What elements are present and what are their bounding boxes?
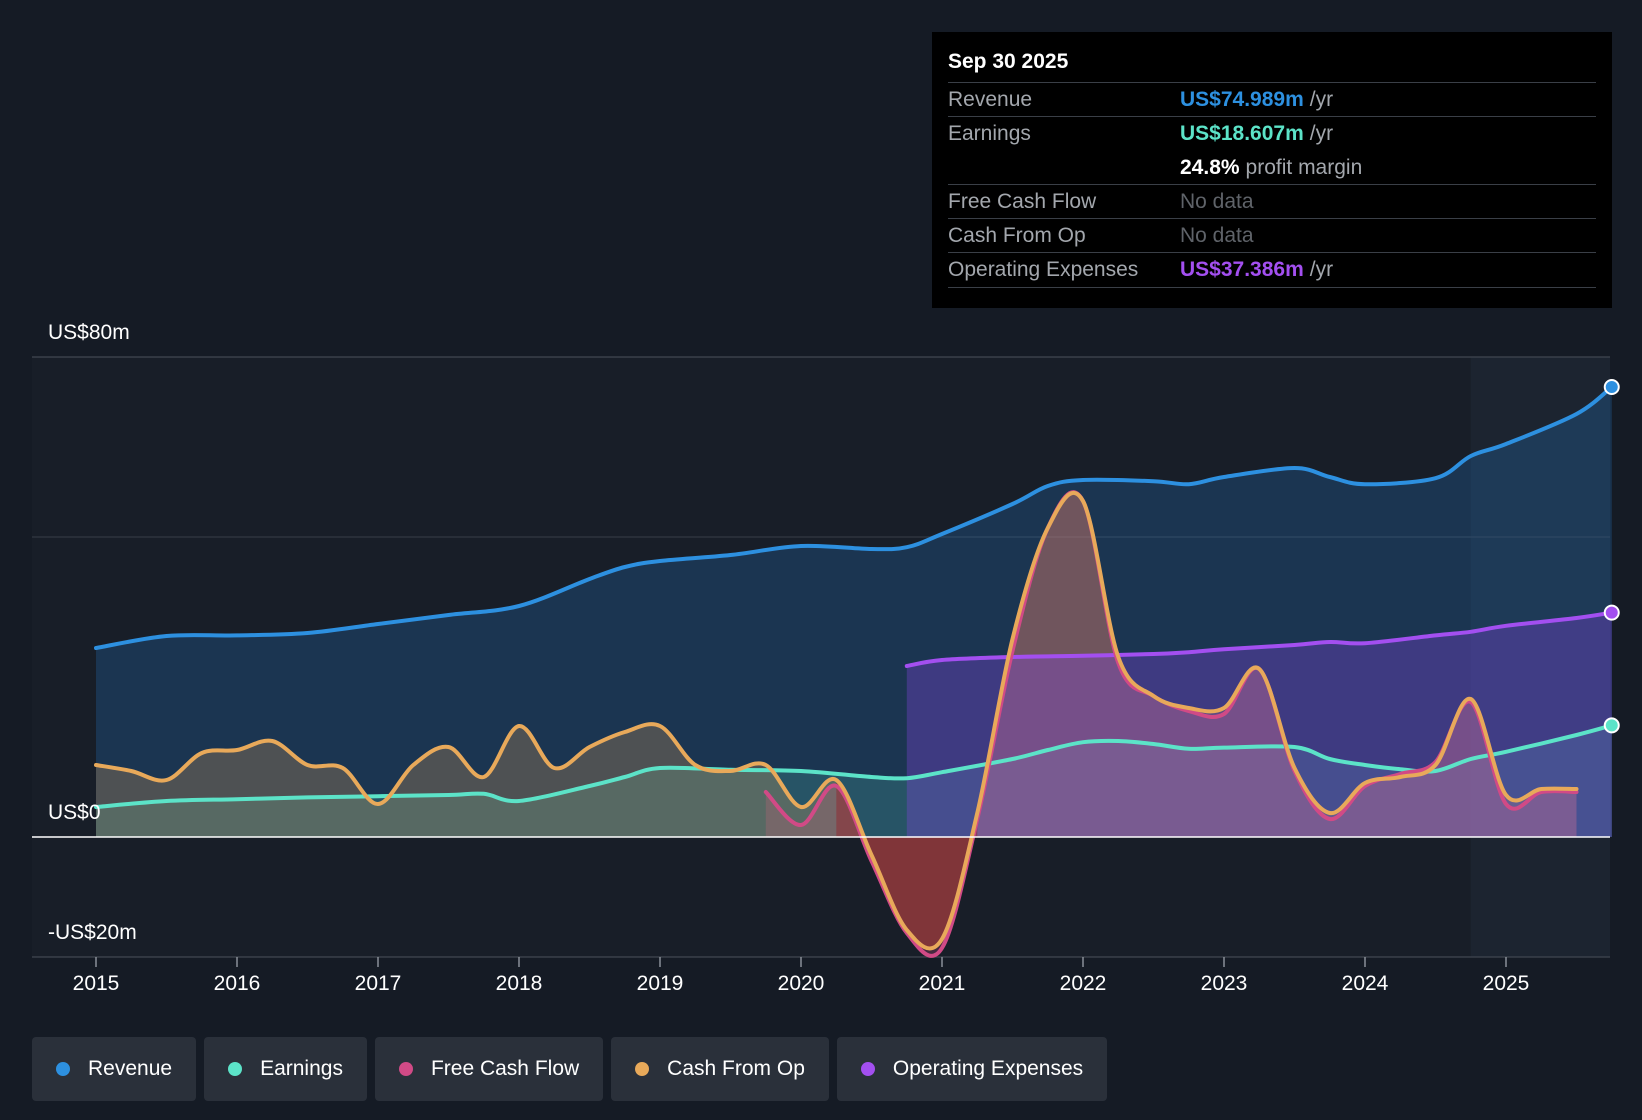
- tooltip-value: No data: [1180, 224, 1254, 247]
- tooltip-row-revenue: Revenue US$74.989m/yr: [948, 82, 1596, 117]
- tooltip-unit: /yr: [1309, 258, 1334, 281]
- legend-item-revenue[interactable]: Revenue: [32, 1037, 197, 1101]
- tooltip-value: US$74.989m/yr: [1180, 88, 1333, 112]
- legend-item-cfo[interactable]: Cash From Op: [611, 1037, 829, 1101]
- recent-period-band: [1470, 357, 1610, 957]
- x-tick-label: 2018: [496, 972, 543, 995]
- tooltip-row-cfo: Cash From Op No data: [948, 218, 1596, 253]
- series-line-operating-expenses: [904, 610, 1614, 668]
- tooltip-unit: /yr: [1309, 122, 1334, 145]
- plot-background: [32, 357, 1610, 957]
- legend-item-opex[interactable]: Operating Expenses: [836, 1037, 1108, 1101]
- legend-label: Operating Expenses: [892, 1057, 1084, 1080]
- y-label-zero: US$0: [48, 801, 101, 824]
- x-tick-label: 2020: [778, 972, 825, 995]
- legend-dot-icon: [398, 1062, 413, 1076]
- tooltip-value: US$37.386m/yr: [1180, 258, 1333, 282]
- tooltip-value-text: US$18.607m: [1180, 122, 1304, 145]
- x-tick-label: 2023: [1201, 972, 1248, 995]
- x-tick-label: 2021: [919, 972, 966, 995]
- tooltip-label: Earnings: [948, 122, 1031, 145]
- area-negative-cashflow: [836, 780, 978, 949]
- legend-dot-icon: [56, 1062, 70, 1076]
- area-earnings: [96, 725, 1612, 837]
- x-tick-label: 2022: [1060, 972, 1107, 995]
- tooltip-date: Sep 30 2025: [948, 50, 1069, 73]
- tooltip-row-earnings: Earnings US$18.607m/yr 24.8% profit margi…: [948, 116, 1596, 185]
- series-line-revenue: [94, 385, 1614, 650]
- tooltip-panel: Sep 30 2025 Revenue US$74.989m/yr Earnin…: [932, 32, 1612, 308]
- legend-label: Free Cash Flow: [430, 1057, 580, 1080]
- tooltip-value-text: US$74.989m: [1180, 88, 1304, 111]
- legend-dot-icon: [860, 1062, 875, 1076]
- area-free-cash-flow: [765, 492, 1577, 956]
- area-operating-expenses: [906, 612, 1612, 837]
- area-revenue: [96, 387, 1612, 837]
- tooltip-label: Cash From Op: [948, 224, 1086, 247]
- series-line-cash-from-op: [94, 491, 1579, 951]
- x-tick-label: 2019: [637, 972, 684, 995]
- endpoint-marker-earnings: [1603, 717, 1620, 734]
- tooltip-label: Free Cash Flow: [948, 190, 1097, 213]
- tooltip-value-text: US$37.386m: [1180, 258, 1304, 281]
- tooltip-margin-unit: profit margin: [1245, 156, 1363, 179]
- x-tick-label: 2025: [1483, 972, 1530, 995]
- legend-item-fcf[interactable]: Free Cash Flow: [374, 1037, 604, 1101]
- tooltip-margin-value: 24.8%: [1180, 156, 1240, 179]
- endpoint-marker-revenue: [1603, 379, 1620, 395]
- legend-item-earnings[interactable]: Earnings: [204, 1037, 367, 1101]
- legend-label: Revenue: [88, 1057, 173, 1080]
- legend-dot-icon: [228, 1062, 243, 1076]
- legend-label: Earnings: [260, 1057, 343, 1080]
- x-tick-label: 2016: [214, 972, 261, 995]
- y-label-top: US$80m: [48, 321, 130, 344]
- series-line-earnings: [94, 723, 1614, 809]
- tooltip-unit: /yr: [1309, 88, 1334, 111]
- legend-label: Cash From Op: [667, 1057, 805, 1080]
- y-label-bottom: -US$20m: [48, 921, 137, 944]
- area-cash-from-op: [96, 492, 1577, 949]
- tooltip-value: US$18.607m/yr: [1180, 122, 1333, 146]
- x-tick-label: 2024: [1342, 972, 1389, 995]
- endpoint-marker-operating-expenses: [1603, 604, 1620, 621]
- tooltip-label: Revenue: [948, 88, 1033, 111]
- x-tick-label: 2017: [355, 972, 402, 995]
- tooltip-row-fcf: Free Cash Flow No data: [948, 184, 1596, 219]
- legend: Revenue Earnings Free Cash Flow Cash Fro…: [32, 1037, 1108, 1101]
- tooltip-margin: 24.8% profit margin: [1180, 156, 1362, 180]
- x-tick-label: 2015: [73, 972, 120, 995]
- tooltip-row-opex: Operating Expenses US$37.386m/yr: [948, 252, 1596, 288]
- tooltip-value: No data: [1180, 190, 1254, 213]
- tooltip-label: Operating Expenses: [948, 258, 1139, 281]
- legend-dot-icon: [635, 1062, 650, 1076]
